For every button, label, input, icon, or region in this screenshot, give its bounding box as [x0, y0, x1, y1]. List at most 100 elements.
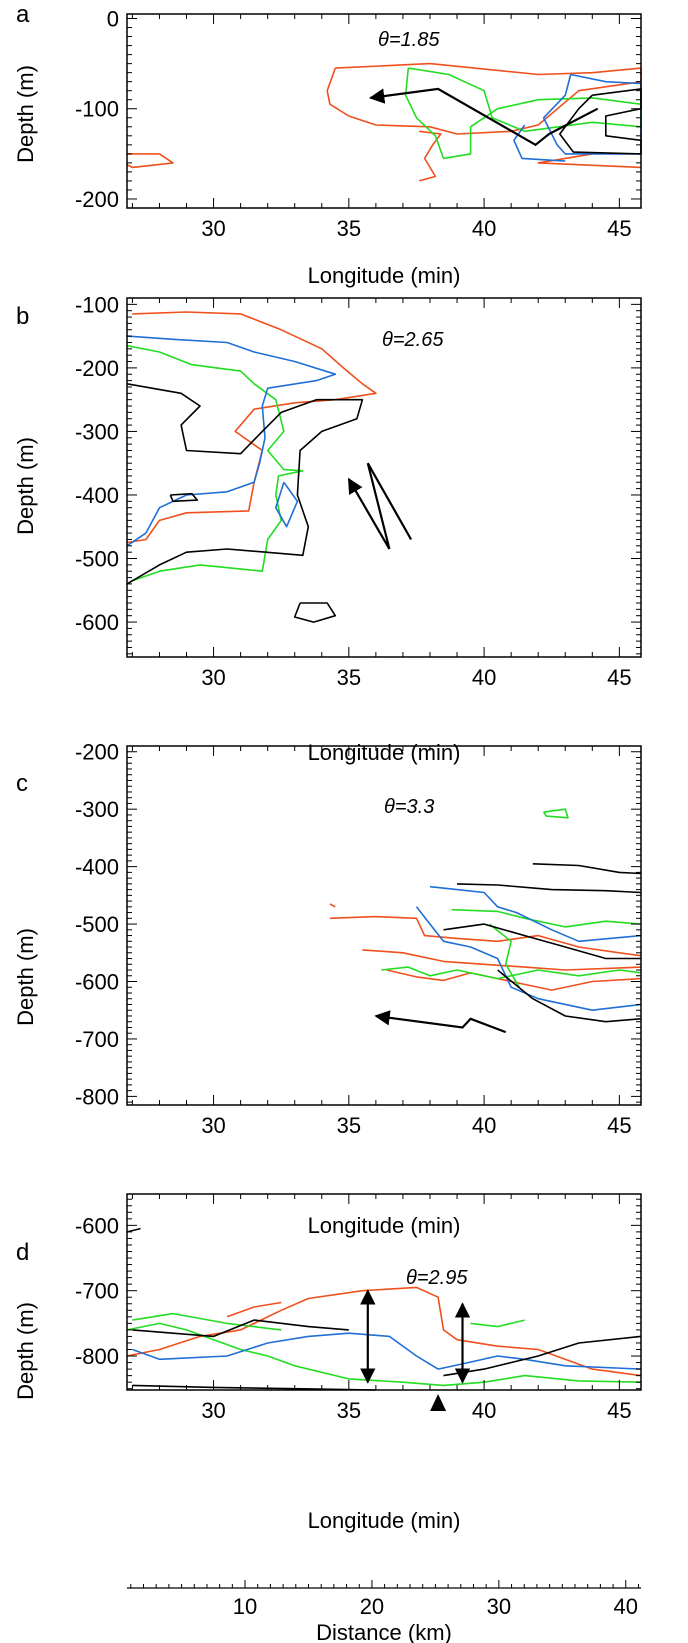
- x-tick-label-d: 30: [201, 1398, 225, 1423]
- contour-black-b-5: [169, 492, 199, 503]
- y-tick-label-a: -200: [75, 187, 119, 212]
- x-tick-label-c: 30: [201, 1113, 225, 1138]
- contour-red-a-1: [537, 153, 642, 169]
- theta-annotation-a: θ=1.85: [378, 29, 440, 51]
- panel-c: c θ=3.3 Longitude (min) Depth (m) 30 35 40…: [13, 740, 642, 1238]
- distance-axis: Distance (km) 10 20 30 40: [127, 1580, 641, 1643]
- plot-frame-c: [126, 745, 642, 1106]
- y-tick-label-a: 0: [107, 7, 119, 32]
- contour-black-c-12: [497, 969, 642, 1023]
- theta-annotation-b: θ=2.65: [382, 329, 444, 351]
- panel-d: d θ=2.95 Longitude (min) Depth (m) 30 35 4…: [13, 1193, 642, 1533]
- plot-area-a: 30 35 40 45 0 -100 -200: [75, 7, 642, 241]
- contour-blue-d-5: [132, 1332, 642, 1370]
- y-tick-label-a: -100: [75, 97, 119, 122]
- x-axis-label-a: Longitude (min): [308, 263, 461, 288]
- contour-green-d-2: [126, 1322, 642, 1387]
- y-tick-label-b: -400: [75, 483, 119, 508]
- contour-black-d-7: [443, 1335, 642, 1377]
- contour-blue-b-6: [275, 481, 299, 528]
- x-tick-label-a: 30: [201, 216, 225, 241]
- x-axis-label-b: Longitude (min): [308, 740, 461, 765]
- y-tick-label-b: -500: [75, 547, 119, 572]
- x-axis-label-c: Longitude (min): [308, 1213, 461, 1238]
- y-axis-label-a: Depth (m): [13, 65, 38, 163]
- y-tick-label-c: -500: [75, 912, 119, 937]
- plot-frame-a: [126, 13, 642, 209]
- contour-red-a-2: [126, 153, 174, 169]
- panel-letter-c: c: [16, 770, 28, 797]
- y-axis-label-d: Depth (m): [13, 1302, 38, 1400]
- contour-blue-a-6: [513, 124, 566, 162]
- y-tick-label-c: -300: [75, 797, 119, 822]
- contour-green-c-4: [451, 908, 642, 928]
- plot-area-d: 30 35 40 45 -600 -700 -800: [75, 1193, 642, 1423]
- distance-tick-label: 30: [487, 1594, 511, 1619]
- contour-black-c-10: [456, 883, 642, 894]
- x-tick-label-d: 45: [607, 1398, 631, 1423]
- distance-tick-label: 20: [360, 1594, 384, 1619]
- y-tick-label-c: -400: [75, 855, 119, 880]
- contour-green-d-4: [470, 1319, 525, 1328]
- contour-black-d-9: [126, 1227, 141, 1233]
- y-tick-label-c: -700: [75, 1027, 119, 1052]
- arrow-a-0: [368, 87, 599, 147]
- arrow-b-0: [347, 462, 413, 550]
- contour-blue-b-2: [126, 335, 337, 547]
- location-marker-triangle: [430, 1394, 447, 1411]
- panel-b: b θ=2.65 Longitude (min) Depth (m) 30 35 4…: [13, 292, 642, 765]
- contour-green-b-1: [126, 344, 304, 585]
- contour-red-d-1: [226, 1301, 282, 1318]
- y-tick-label-c: -200: [75, 740, 119, 765]
- distance-axis-label: Distance (km): [316, 1620, 452, 1643]
- x-tick-label-b: 35: [337, 665, 361, 690]
- arrow-c-0: [374, 1010, 507, 1034]
- contour-black-b-3: [126, 383, 364, 585]
- panel-a: a θ=1.85 Longitude (min) Depth (m) 30 35 4…: [13, 1, 642, 288]
- x-tick-label-a: 35: [337, 216, 361, 241]
- contour-blue-a-5: [542, 73, 642, 155]
- x-tick-label-b: 30: [201, 665, 225, 690]
- contour-black-b-4: [293, 602, 337, 623]
- contour-green-c-5: [381, 966, 642, 980]
- y-axis-label-c: Depth (m): [13, 928, 38, 1026]
- y-tick-label-c: -600: [75, 970, 119, 995]
- y-tick-label-c: -800: [75, 1084, 119, 1109]
- x-tick-label-d: 40: [472, 1398, 496, 1423]
- contour-blue-c-8: [429, 885, 642, 943]
- x-tick-label-a: 40: [472, 216, 496, 241]
- x-tick-label-c: 45: [607, 1113, 631, 1138]
- x-tick-label-d: 35: [337, 1398, 361, 1423]
- plot-frame-b: [126, 297, 642, 658]
- distance-tick-label: 40: [614, 1594, 638, 1619]
- y-tick-label-b: -300: [75, 419, 119, 444]
- distance-axis-area: 10 20 30 40: [127, 1580, 641, 1619]
- distance-tick-label: 10: [233, 1594, 257, 1619]
- x-tick-label-a: 45: [607, 216, 631, 241]
- contour-blue-c-9: [415, 906, 642, 1011]
- y-tick-label-b: -200: [75, 356, 119, 381]
- contour-red-c-0: [329, 915, 642, 957]
- contour-red-d-0: [126, 1286, 642, 1377]
- contour-green-c-6: [489, 923, 520, 988]
- plot-area-c: 30 35 40 45 -200 -300 -400 -500 -600 -700 -800: [75, 740, 642, 1138]
- x-tick-label-b: 40: [472, 665, 496, 690]
- panel-letter-b: b: [16, 303, 29, 330]
- x-axis-label-d: Longitude (min): [308, 1508, 461, 1533]
- contour-green-a-4: [404, 67, 642, 160]
- x-tick-label-c: 40: [472, 1113, 496, 1138]
- contour-red-a-3: [418, 130, 442, 182]
- panel-letter-a: a: [16, 1, 30, 28]
- theta-annotation-c: θ=3.3: [384, 796, 434, 818]
- x-tick-label-b: 45: [607, 665, 631, 690]
- contour-red-c-3: [329, 903, 336, 908]
- y-tick-label-b: -100: [75, 292, 119, 317]
- plot-area-b: 30 35 40 45 -100 -200 -300 -400 -500 -600: [75, 292, 642, 690]
- contour-red-b-0: [126, 311, 377, 544]
- y-axis-label-b: Depth (m): [13, 437, 38, 535]
- x-tick-label-c: 35: [337, 1113, 361, 1138]
- contour-red-c-1: [362, 949, 642, 971]
- y-tick-label-d: -800: [75, 1344, 119, 1369]
- y-tick-label-b: -600: [75, 610, 119, 635]
